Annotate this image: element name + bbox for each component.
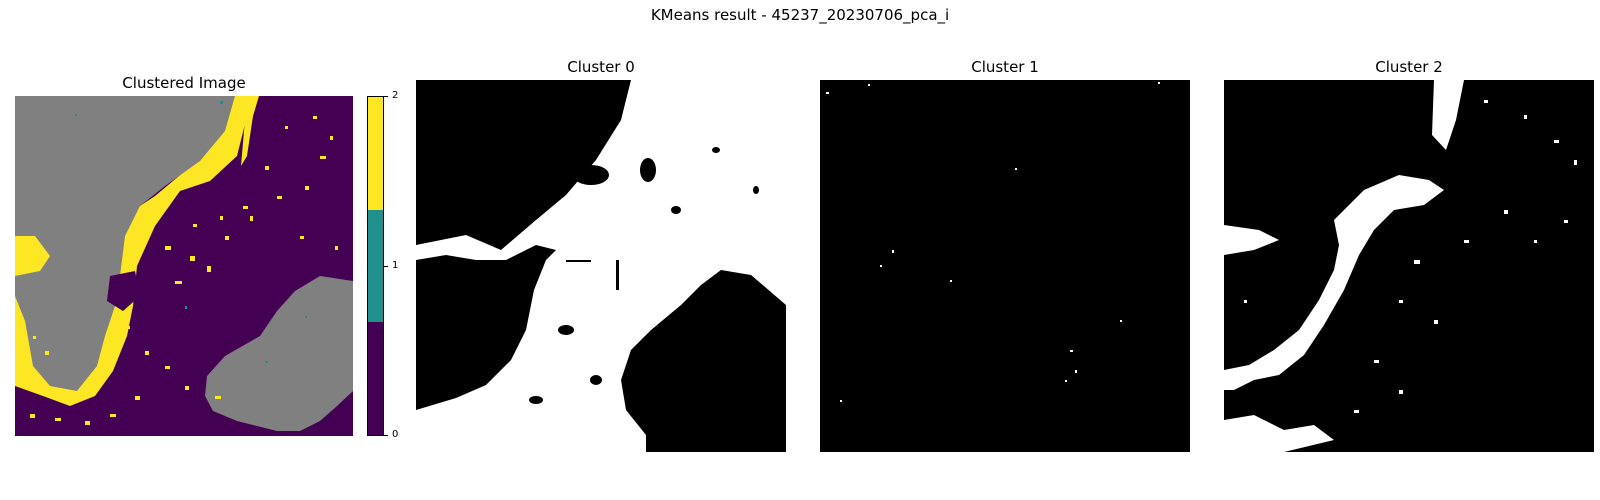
- panel-title-cluster-2: Cluster 2: [1375, 58, 1443, 76]
- panel-title-clustered: Clustered Image: [122, 74, 246, 92]
- clustered-image: [15, 96, 353, 436]
- cluster-0-mask: [416, 80, 786, 452]
- cluster-1-mask: [820, 80, 1190, 452]
- colorbar-tick-1: [384, 266, 388, 267]
- colorbar-tick-label-0: 0: [392, 429, 399, 440]
- colorbar-segment-0: [368, 322, 383, 435]
- colorbar-tick-label-2: 2: [392, 90, 399, 101]
- colorbar-segment-2: [368, 97, 383, 210]
- figure-title: KMeans result - 45237_20230706_pca_i: [650, 6, 950, 24]
- colorbar: [367, 96, 384, 436]
- panel-title-cluster-0: Cluster 0: [567, 58, 635, 76]
- colorbar-segment-1: [368, 209, 383, 323]
- colorbar-tick-label-1: 1: [392, 260, 399, 271]
- panel-title-cluster-1: Cluster 1: [971, 58, 1039, 76]
- colorbar-tick-0: [384, 435, 388, 436]
- cluster-2-mask: [1224, 80, 1594, 452]
- colorbar-tick-2: [384, 96, 388, 97]
